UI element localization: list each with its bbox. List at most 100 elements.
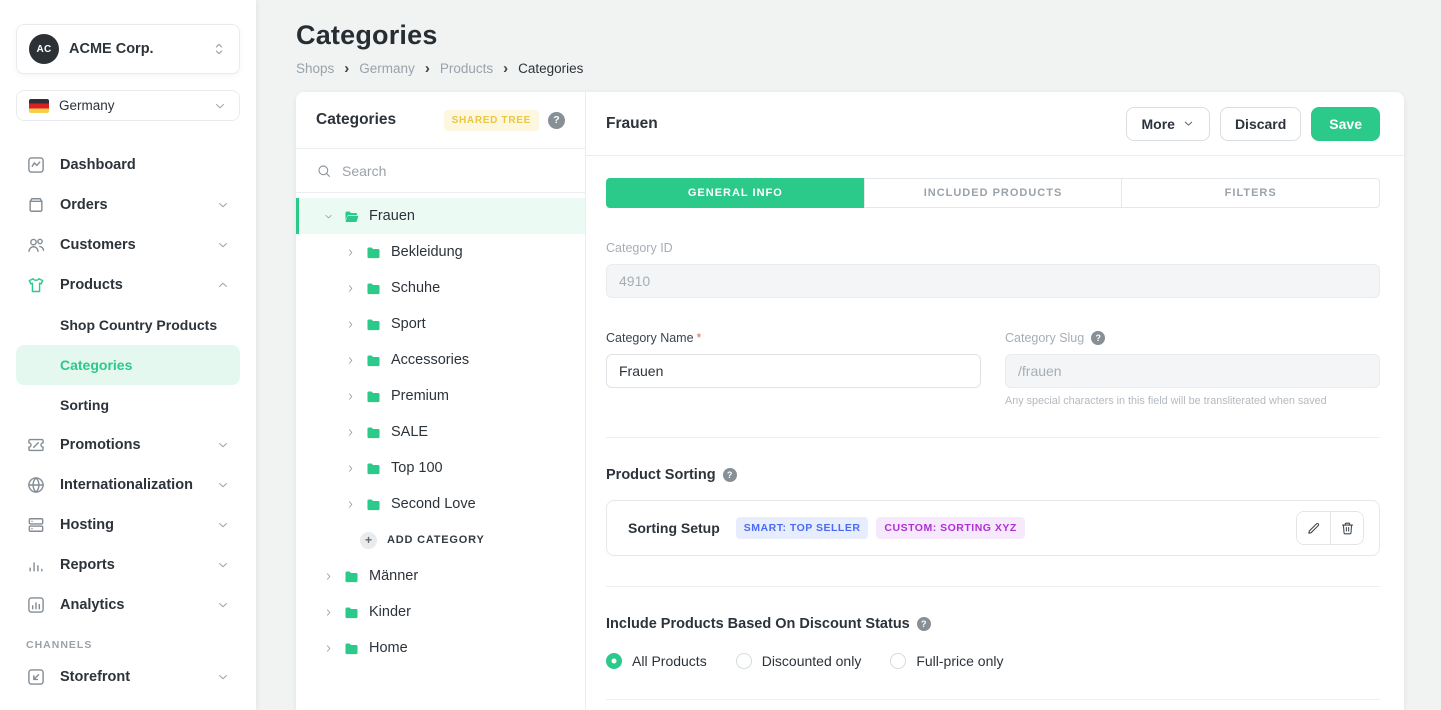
help-icon[interactable]: ?	[916, 617, 931, 631]
help-icon[interactable]: ?	[548, 111, 565, 129]
breadcrumb-item-categories: Categories	[518, 61, 584, 76]
category-detail-panel: Frauen More Discard Save GENERAL INFO INC…	[586, 92, 1404, 710]
sidebar-item-label: Shop Country Products	[60, 317, 218, 333]
germany-flag-icon	[29, 98, 49, 113]
category-id-field: Category ID	[606, 241, 1380, 298]
category-slug-label: Category Slug ?	[1005, 331, 1380, 345]
category-name-input[interactable]	[606, 354, 981, 388]
chevron-down-icon	[216, 198, 230, 212]
header-actions: More Discard Save	[1126, 106, 1380, 141]
more-button-label: More	[1141, 115, 1175, 132]
sidebar-item-sorting[interactable]: Sorting	[16, 385, 240, 425]
folder-icon	[365, 424, 382, 441]
radio-label: Full-price only	[916, 653, 1004, 669]
org-name: ACME Corp.	[69, 41, 154, 57]
breadcrumb-separator: ›	[424, 60, 430, 77]
breadcrumb-item-shops[interactable]: Shops	[296, 61, 335, 76]
edit-sorting-button[interactable]	[1297, 512, 1330, 544]
sidebar-item-hosting[interactable]: Hosting	[16, 505, 240, 545]
tree-item-second-love[interactable]: Second Love	[296, 486, 585, 522]
help-icon[interactable]: ?	[1091, 331, 1106, 345]
products-icon	[26, 275, 46, 295]
chevron-right-icon	[323, 607, 334, 618]
shared-tree-badge: SHARED TREE	[443, 109, 539, 131]
discard-button[interactable]: Discard	[1219, 106, 1302, 141]
org-switcher[interactable]: AC ACME Corp.	[16, 24, 240, 74]
chevron-right-icon	[345, 283, 356, 294]
sidebar-item-shop-country-products[interactable]: Shop Country Products	[16, 305, 240, 345]
tree-item-kinder[interactable]: Kinder	[296, 594, 585, 630]
reports-icon	[26, 555, 46, 575]
save-button[interactable]: Save	[1311, 106, 1380, 141]
sorting-badge-smart-top-seller: SMART: TOP SELLER	[735, 517, 869, 539]
tree-item-label: Schuhe	[391, 280, 441, 296]
tree-panel-title: Categories	[316, 111, 397, 128]
sidebar-item-reports[interactable]: Reports	[16, 545, 240, 585]
tree-item-premium[interactable]: Premium	[296, 378, 585, 414]
sidebar-item-orders[interactable]: Orders	[16, 185, 240, 225]
selector-icon	[211, 41, 227, 57]
shop-name: Germany	[59, 98, 115, 113]
globe-icon	[26, 475, 46, 495]
sidebar-item-products[interactable]: Products	[16, 265, 240, 305]
sidebar-item-internationalization[interactable]: Internationalization	[16, 465, 240, 505]
radio-discounted-only[interactable]: Discounted only	[735, 653, 861, 669]
breadcrumb: Shops › Germany › Products › Categories	[296, 61, 1404, 76]
chevron-right-icon	[345, 355, 356, 366]
help-icon[interactable]: ?	[722, 468, 737, 482]
add-category-button[interactable]: + ADD CATEGORY	[296, 522, 585, 558]
tab-general-info[interactable]: GENERAL INFO	[606, 178, 865, 208]
breadcrumb-item-products[interactable]: Products	[439, 61, 494, 76]
sidebar-item-analytics[interactable]: Analytics	[16, 585, 240, 625]
tab-filters[interactable]: FILTERS	[1121, 178, 1381, 208]
sidebar-item-storefront[interactable]: Storefront	[16, 657, 240, 697]
sidebar-item-categories[interactable]: Categories	[16, 345, 240, 385]
delete-sorting-button[interactable]	[1330, 512, 1363, 544]
tree-item-label: Second Love	[391, 496, 476, 512]
page-title: Categories	[296, 20, 438, 50]
tree-item-schuhe[interactable]: Schuhe	[296, 270, 585, 306]
sorting-setup-card: Sorting Setup SMART: TOP SELLER CUSTOM: S…	[606, 500, 1380, 556]
folder-icon	[365, 244, 382, 261]
folder-icon	[343, 568, 360, 585]
tree-item-home[interactable]: Home	[296, 630, 585, 666]
tree-item-männer[interactable]: Männer	[296, 558, 585, 594]
tree-item-sport[interactable]: Sport	[296, 306, 585, 342]
divider	[606, 437, 1380, 438]
radio-selected-icon	[606, 653, 622, 669]
slug-helper-text: Any special characters in this field wil…	[1005, 395, 1327, 407]
category-id-input	[606, 264, 1380, 298]
tree-item-top-100[interactable]: Top 100	[296, 450, 585, 486]
folder-open-icon	[343, 208, 360, 225]
radio-all-products[interactable]: All Products	[606, 653, 707, 669]
sidebar-nav: Dashboard Orders Customers Products Shop Cou…	[16, 145, 240, 697]
sorting-actions	[1296, 511, 1364, 545]
detail-header: Frauen More Discard Save	[586, 92, 1404, 156]
radio-full-price-only[interactable]: Full-price only	[890, 653, 1003, 669]
breadcrumb-item-germany[interactable]: Germany	[359, 61, 415, 76]
tree-item-sale[interactable]: SALE	[296, 414, 585, 450]
radio-unselected-icon	[735, 653, 752, 669]
sidebar-item-dashboard[interactable]: Dashboard	[16, 145, 240, 185]
search-input[interactable]	[342, 162, 565, 179]
tree-item-bekleidung[interactable]: Bekleidung	[296, 234, 585, 270]
add-category-label: ADD CATEGORY	[387, 534, 485, 546]
folder-icon	[365, 496, 382, 513]
divider	[606, 586, 1380, 587]
category-name-field: Category Name *	[606, 331, 981, 407]
search-icon	[316, 163, 332, 179]
shop-selector[interactable]: Germany	[16, 90, 240, 121]
customers-icon	[26, 235, 46, 255]
nav-section-label: CHANNELS	[26, 639, 93, 651]
breadcrumb-separator: ›	[503, 60, 509, 77]
more-button[interactable]: More	[1126, 106, 1210, 141]
sidebar-item-customers[interactable]: Customers	[16, 225, 240, 265]
tab-included-products[interactable]: INCLUDED PRODUCTS	[863, 178, 1123, 208]
sidebar-item-label: Customers	[60, 237, 136, 253]
tree-item-accessories[interactable]: Accessories	[296, 342, 585, 378]
category-name-label-text: Category Name	[606, 331, 694, 345]
sidebar-item-promotions[interactable]: Promotions	[16, 425, 240, 465]
tree-item-frauen[interactable]: Frauen	[296, 198, 585, 234]
chevron-right-icon	[345, 463, 356, 474]
